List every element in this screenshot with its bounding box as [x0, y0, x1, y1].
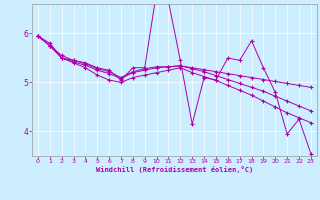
X-axis label: Windchill (Refroidissement éolien,°C): Windchill (Refroidissement éolien,°C) [96, 166, 253, 173]
